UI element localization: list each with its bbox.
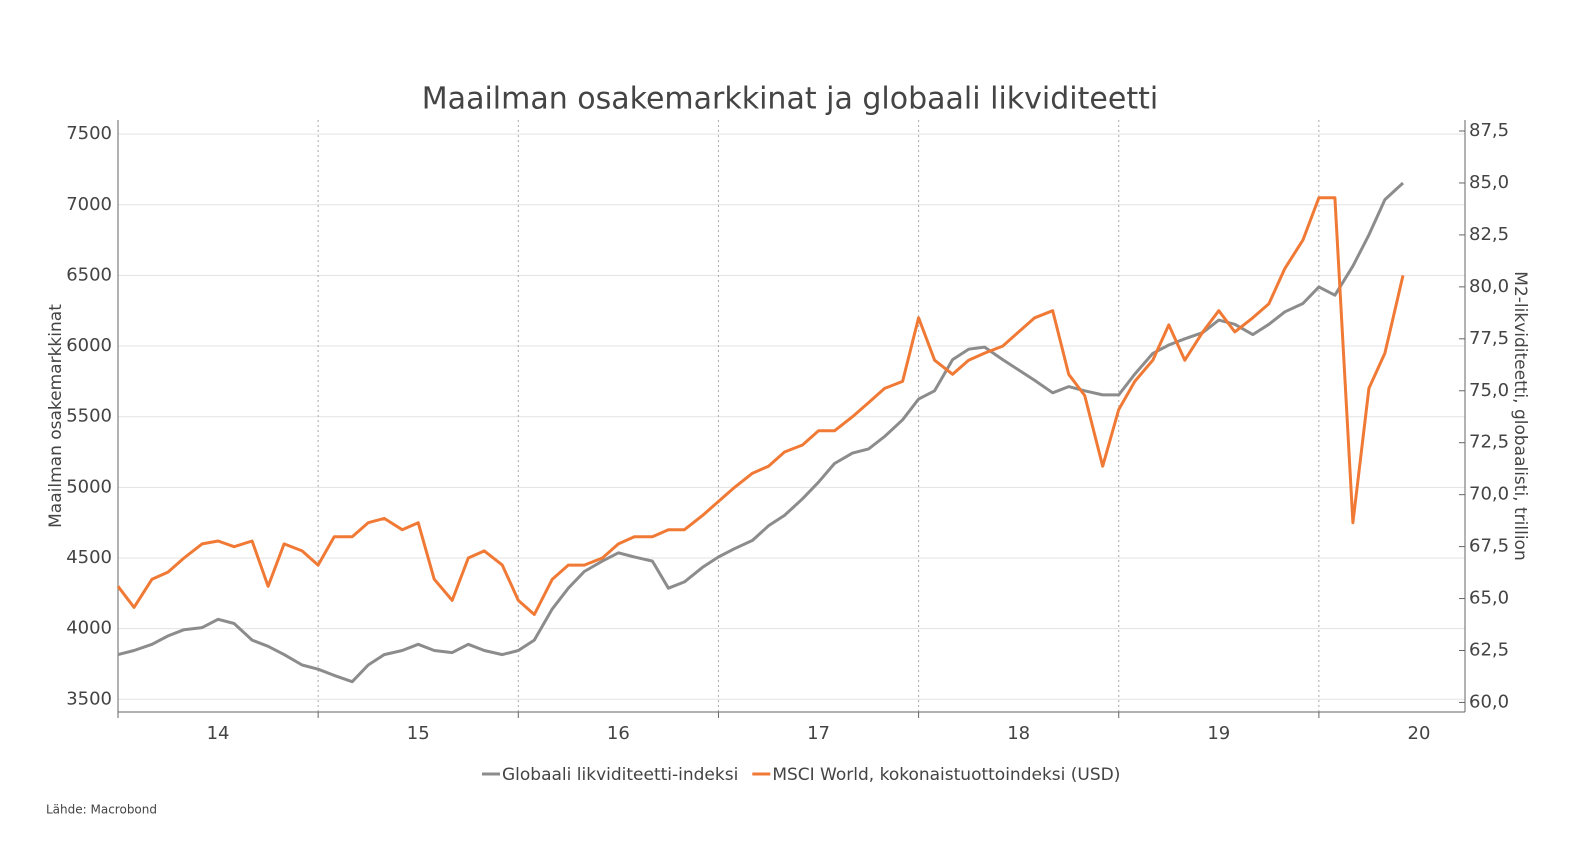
y-axis-label: Maailman osakemarkkinat [46, 304, 66, 528]
y-tick-label: 7500 [66, 123, 112, 144]
legend-label: Globaali likviditeetti-indeksi [502, 765, 738, 785]
x-tick-label: 16 [607, 723, 630, 744]
y-tick-label: 7000 [66, 194, 112, 215]
x-tick-label: 20 [1408, 723, 1431, 744]
y-tick-label: 5500 [66, 406, 112, 427]
y-tick-label: 6500 [66, 264, 112, 285]
x-tick-label: 18 [1007, 723, 1030, 744]
y-tick-label: 4000 [66, 618, 112, 639]
x-tick-label: 14 [207, 723, 230, 744]
y-tick-label: 5000 [66, 476, 112, 497]
y2-tick-label: 65,0 [1469, 588, 1509, 609]
y-tick-label: 4500 [66, 547, 112, 568]
source: Lähde: Macrobond [46, 803, 157, 817]
y2-axis-label: M2-likviditeetti, globaalisti, trillion [1510, 271, 1530, 560]
y2-tick-label: 85,0 [1469, 172, 1509, 193]
y2-tick-label: 75,0 [1469, 380, 1509, 401]
series-line [117, 181, 1405, 684]
y2-tick-label: 60,0 [1469, 691, 1509, 712]
x-tick-label: 19 [1207, 723, 1230, 744]
y2-tick-label: 70,0 [1469, 484, 1509, 505]
series-line [116, 196, 1405, 616]
y2-tick-label: 62,5 [1469, 639, 1509, 660]
y2-tick-label: 77,5 [1469, 328, 1509, 349]
x-tick-label: 15 [407, 723, 430, 744]
chart-title: Maailman osakemarkkinat ja globaali likv… [422, 82, 1158, 117]
y2-tick-label: 80,0 [1469, 276, 1509, 297]
legend: Globaali likviditeetti-indeksi MSCI World… [482, 765, 1120, 785]
y2-tick-label: 67,5 [1469, 536, 1509, 557]
x-tick-label: 17 [807, 723, 830, 744]
legend-label: MSCI World, kokonaistuottoindeksi (USD) [772, 765, 1120, 785]
y2-tick-label: 72,5 [1469, 432, 1509, 453]
y-tick-label: 3500 [66, 688, 112, 709]
y2-tick-label: 82,5 [1469, 224, 1509, 245]
y2-tick-label: 87,5 [1469, 120, 1509, 141]
y-tick-label: 6000 [66, 335, 112, 356]
